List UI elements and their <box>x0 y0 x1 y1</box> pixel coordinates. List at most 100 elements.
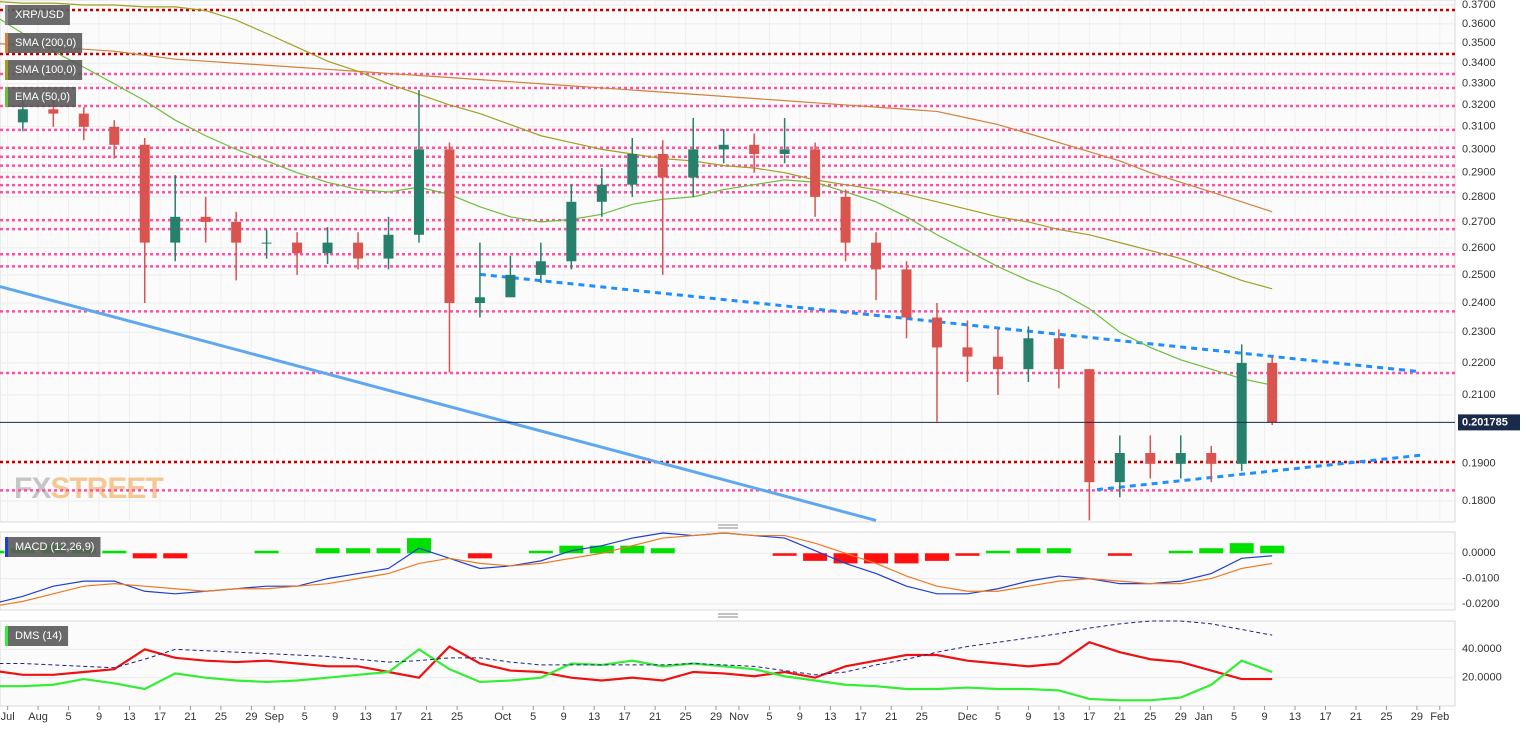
x-tick-label: Dec <box>958 711 978 723</box>
dms-panel <box>0 620 1456 707</box>
histogram-bar <box>163 553 188 559</box>
candle-body <box>1175 453 1186 464</box>
histogram-bar <box>955 553 980 556</box>
histogram-bar <box>0 550 5 554</box>
x-tick-label: 25 <box>679 711 691 723</box>
y-tick-label: 0.2500 <box>1462 269 1496 281</box>
y-tick-label: 0.2100 <box>1462 389 1496 401</box>
y-tick-label: 0.2600 <box>1462 242 1496 254</box>
macd-panel <box>0 531 1456 611</box>
candle-body <box>779 149 790 154</box>
candle-body <box>627 153 638 185</box>
histogram-bar <box>406 538 431 554</box>
x-tick-label: 17 <box>154 711 166 723</box>
x-tick-label: 9 <box>561 711 567 723</box>
watermark: FXSTREET <box>14 472 163 505</box>
panel-handle[interactable] <box>718 524 738 529</box>
histogram-bar <box>1168 550 1193 554</box>
y-tick-label: 20.0000 <box>1462 672 1502 684</box>
x-tick-label: 13 <box>360 711 372 723</box>
candle-body <box>901 269 912 318</box>
histogram-bar <box>894 553 919 564</box>
trend-line <box>479 272 1418 373</box>
y-tick-label: 0.0000 <box>1462 547 1496 559</box>
legend-text: MACD (12,26,9) <box>15 541 94 553</box>
panel-handle[interactable] <box>718 613 738 618</box>
candle-body <box>444 149 455 303</box>
x-tick-label: 17 <box>1319 711 1331 723</box>
legend-box <box>5 87 77 107</box>
x-tick-label: 9 <box>1261 711 1267 723</box>
candle-body <box>1084 369 1095 483</box>
last-price-label: 0.201785 <box>1462 416 1508 428</box>
legend-box <box>5 60 83 80</box>
x-tick-label: 5 <box>1231 711 1237 723</box>
candle-body <box>231 221 242 243</box>
y-tick-label: 0.1900 <box>1462 458 1496 470</box>
y-tick-label: 0.2700 <box>1462 216 1496 228</box>
legend-box <box>5 537 101 557</box>
candle-body <box>1114 453 1125 483</box>
y-tick-label: 0.3300 <box>1462 78 1496 90</box>
y-tick-label: 0.3700 <box>1462 0 1496 11</box>
candle-body <box>992 356 1003 370</box>
x-tick-label: 29 <box>245 711 257 723</box>
x-tick-label: 13 <box>824 711 836 723</box>
legend-box <box>5 33 83 53</box>
histogram-bar <box>559 545 584 554</box>
y-tick-label: 0.1800 <box>1462 495 1496 507</box>
x-tick-label: 13 <box>588 711 600 723</box>
candle-body <box>1023 338 1034 370</box>
x-tick-label: Nov <box>729 711 749 723</box>
x-tick-label: 13 <box>1289 711 1301 723</box>
candle-body <box>657 153 668 178</box>
watermark-street: STREET <box>50 472 163 505</box>
x-tick-label: 9 <box>96 711 102 723</box>
candle-body <box>931 317 942 348</box>
candle-body <box>17 109 28 123</box>
x-tick-label: 9 <box>797 711 803 723</box>
x-tick-label: 5 <box>302 711 308 723</box>
legend-label: XRP/USD <box>5 5 70 25</box>
candle-body <box>718 144 729 150</box>
y-tick-label: 0.2900 <box>1462 167 1496 179</box>
x-tick-label: Sep <box>264 711 284 723</box>
x-tick-label: Jul <box>1 711 15 723</box>
histogram-bar <box>1107 553 1132 556</box>
histogram-bar <box>1260 545 1285 554</box>
histogram-bar <box>1199 548 1224 554</box>
x-tick-label: Oct <box>494 711 511 723</box>
histogram-bar <box>589 545 614 554</box>
legend-label: EMA (50,0) <box>5 87 77 107</box>
x-tick-label: 21 <box>885 711 897 723</box>
x-tick-label: 9 <box>1025 711 1031 723</box>
dms-line <box>0 620 1273 676</box>
y-tick-label: 0.3200 <box>1462 99 1496 111</box>
x-tick-label: 21 <box>1350 711 1362 723</box>
candle-body <box>170 216 181 243</box>
candle-body <box>78 113 89 127</box>
candle-body <box>749 144 760 154</box>
histogram-bar <box>1229 543 1254 554</box>
x-tick-label: 25 <box>215 711 227 723</box>
candle-body <box>474 297 485 303</box>
x-tick-label: 5 <box>766 711 772 723</box>
legend-swatch <box>5 537 8 557</box>
candle-body <box>596 184 607 202</box>
legend-swatch <box>5 626 8 646</box>
candle-body <box>353 242 364 259</box>
y-tick-label: 40.0000 <box>1462 643 1502 655</box>
candle-body <box>383 234 394 259</box>
x-tick-label: 29 <box>1411 711 1423 723</box>
macd-line <box>0 532 1273 606</box>
y-tick-label: 0.2300 <box>1462 326 1496 338</box>
y-tick-label: 0.2200 <box>1462 357 1496 369</box>
histogram-bar <box>803 553 828 561</box>
histogram-bar <box>528 550 553 554</box>
y-tick-label: 0.2400 <box>1462 297 1496 309</box>
y-tick-label: -0.0200 <box>1462 598 1499 610</box>
candle-body <box>413 149 424 235</box>
y-tick-label: 0.3500 <box>1462 37 1496 49</box>
histogram-bar <box>315 548 340 554</box>
legend-text: DMS (14) <box>15 630 62 642</box>
